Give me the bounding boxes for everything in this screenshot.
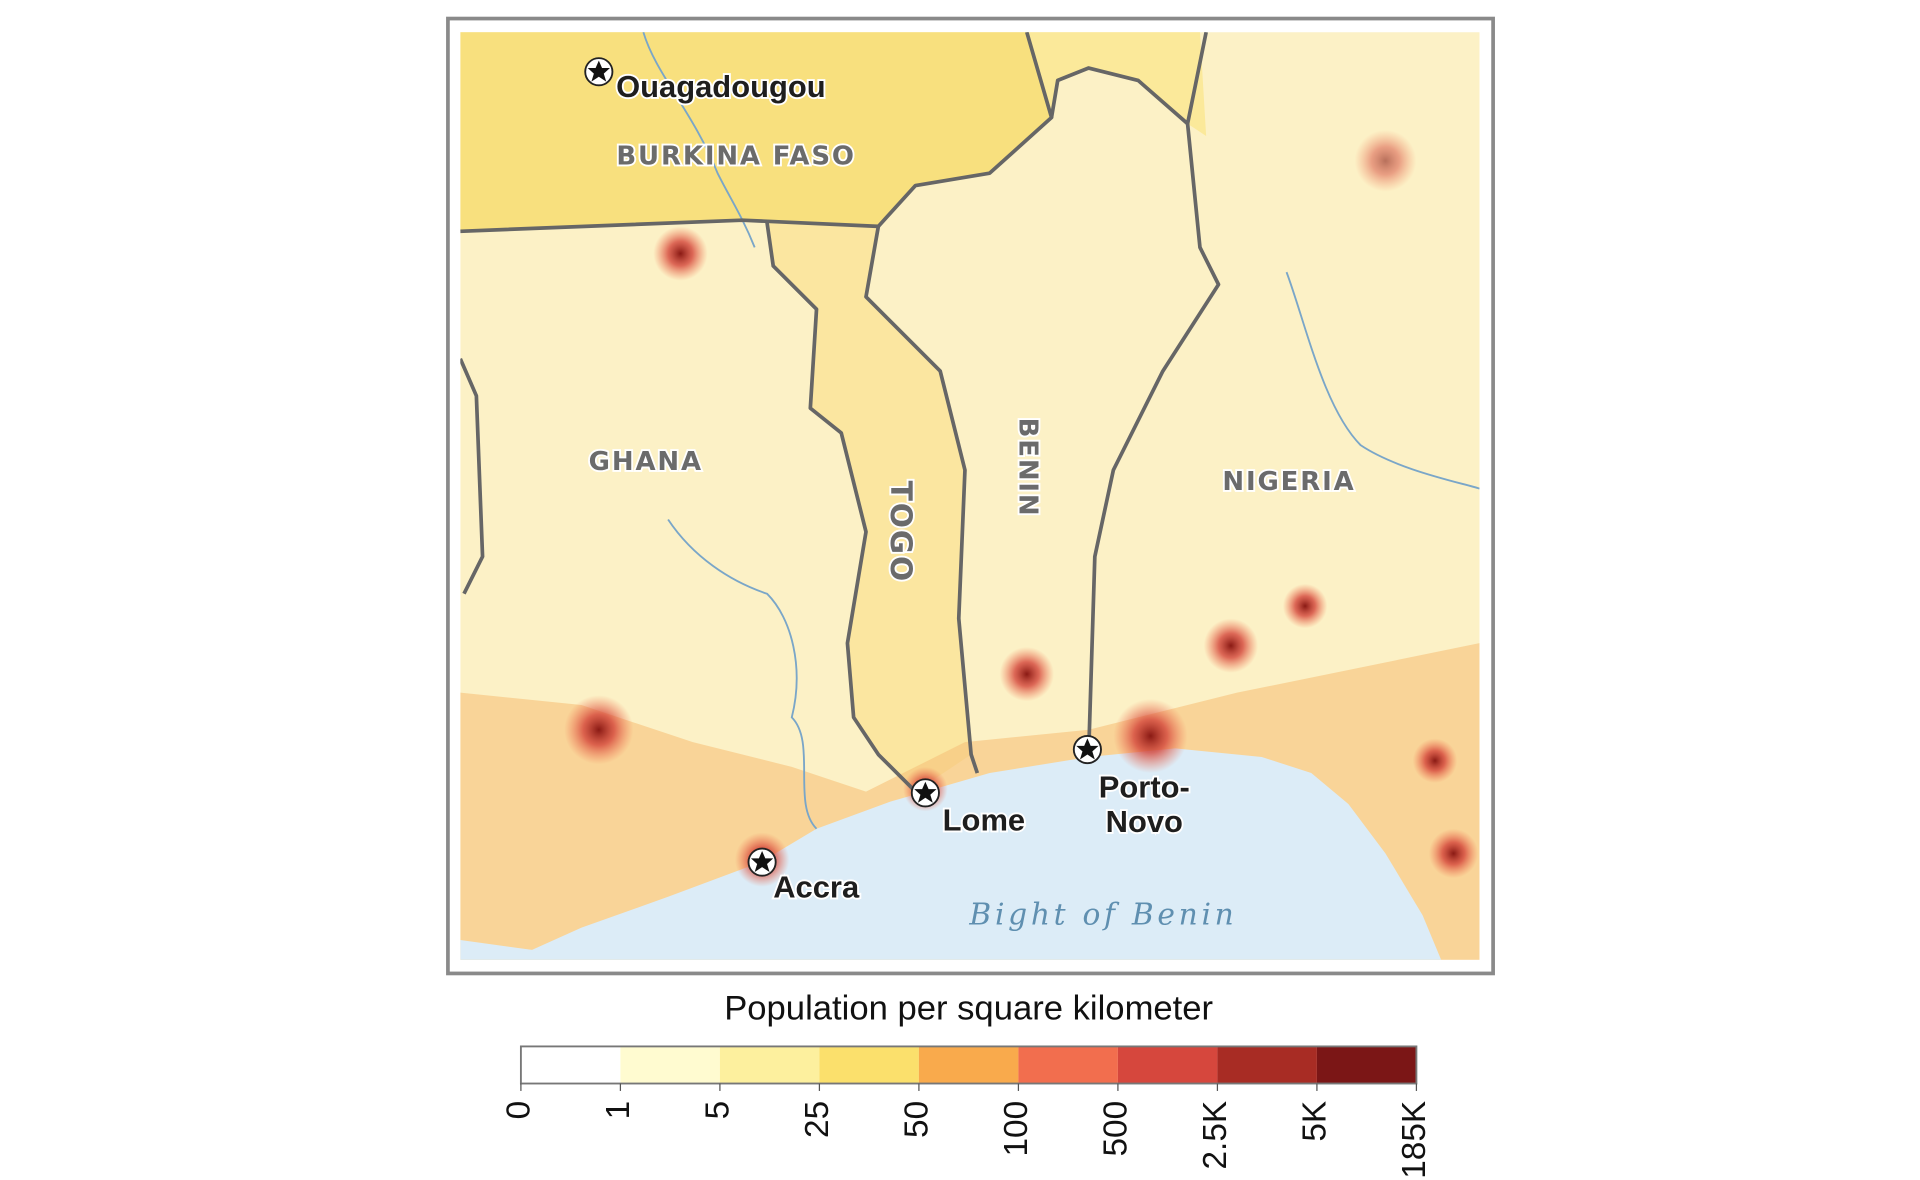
legend-swatch: [819, 1046, 919, 1084]
border: [1049, 32, 1208, 126]
urban-area: [1203, 618, 1259, 673]
legend-swatch: [1117, 1046, 1218, 1084]
legend-tick-label: 50: [899, 1101, 936, 1138]
border: [1086, 123, 1221, 755]
urban-area: [999, 646, 1055, 702]
urban-area: [1354, 129, 1417, 192]
legend-outline: [519, 1045, 1418, 1085]
water-label: Bight of Benin: [968, 897, 1237, 932]
legend-tick-label: 5: [700, 1101, 737, 1120]
country-label: BURKINA FASO: [616, 142, 855, 172]
legend-swatch: [719, 1046, 820, 1084]
legend-tick-label: 5K: [1297, 1101, 1334, 1142]
capital-marker: [747, 847, 777, 877]
river: [1285, 271, 1480, 490]
city-label: Accra: [773, 870, 860, 905]
urban-area: [1113, 698, 1188, 774]
urban-area: [1282, 583, 1328, 629]
legend-tick-label: 100: [998, 1101, 1035, 1157]
legend-swatch: [520, 1046, 621, 1084]
border: [765, 222, 917, 793]
legend: 0 1 5 25 50 100 500 2.5K 5K 185K: [501, 1045, 1433, 1179]
map: [460, 32, 1480, 960]
legend-tick-label: 1: [600, 1101, 637, 1120]
legend-tick-label: 500: [1098, 1101, 1135, 1157]
urban-area: [653, 226, 708, 281]
urban-areas: [564, 129, 1479, 887]
sea: [460, 748, 1442, 960]
legend-tick-label: 185K: [1396, 1101, 1433, 1179]
legend-swatch: [918, 1046, 1019, 1084]
city-label: Novo: [1106, 804, 1183, 839]
legend-tick-label: 2.5K: [1197, 1101, 1234, 1170]
legend-tick-label: 25: [799, 1101, 836, 1138]
country-label: BENIN: [1012, 418, 1042, 518]
border: [864, 226, 980, 774]
togo-region: [767, 222, 972, 792]
niger-region: [1026, 32, 1207, 137]
country-label: GHANA: [589, 447, 703, 477]
legend-tick-label: 0: [501, 1101, 538, 1120]
city-markers: [584, 57, 1102, 877]
legend-swatch: [1217, 1046, 1317, 1084]
legend-swatch: [1018, 1046, 1118, 1084]
city-label: Lome: [943, 803, 1025, 838]
borders: [460, 32, 1221, 793]
legend-swatch: [1316, 1046, 1417, 1084]
capital-marker: [910, 778, 940, 808]
legend-title: Population per square kilometer: [724, 990, 1213, 1028]
capital-marker: [1072, 735, 1102, 765]
urban-area: [1412, 738, 1458, 783]
country-label: NIGERIA: [1222, 467, 1355, 497]
river: [667, 518, 818, 830]
city-label: Porto-: [1099, 769, 1190, 804]
legend-swatch: [620, 1046, 720, 1084]
urban-area: [1428, 828, 1479, 879]
country-label: TOGO: [884, 481, 919, 583]
urban-area: [564, 695, 634, 765]
capital-marker: [584, 57, 614, 87]
border: [460, 357, 485, 595]
city-label: Ouagadougou: [616, 69, 825, 104]
